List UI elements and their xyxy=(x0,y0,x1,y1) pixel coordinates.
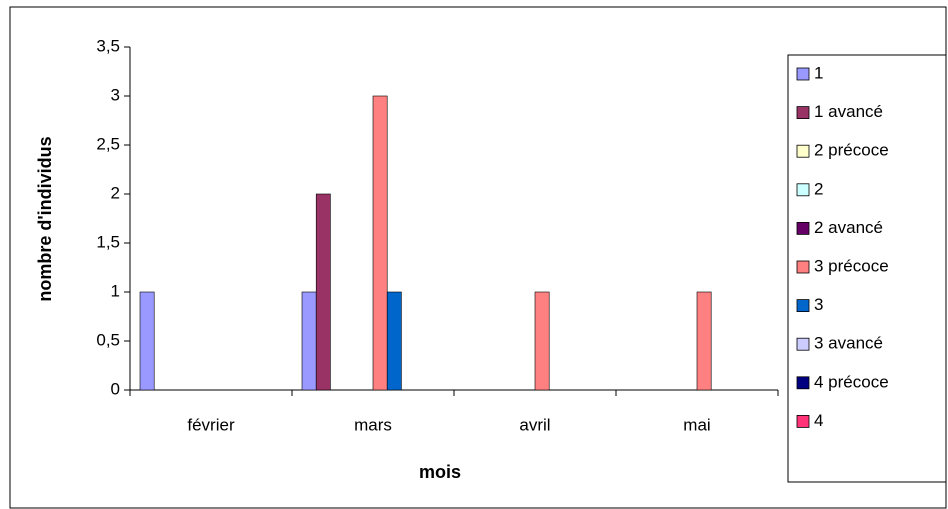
y-tick-label: 2 xyxy=(111,183,120,202)
x-axis-title: mois xyxy=(419,462,461,482)
x-tick-label: mai xyxy=(683,415,710,434)
legend-box xyxy=(787,54,947,483)
y-tick-label: 3 xyxy=(111,85,120,104)
legend-swatch xyxy=(796,260,810,274)
legend-swatch xyxy=(796,221,810,235)
x-tick-label: mars xyxy=(354,415,392,434)
legend-label: 3 xyxy=(814,295,823,314)
legend-label: 2 avancé xyxy=(814,218,883,237)
y-tick-label: 0,5 xyxy=(96,330,120,349)
y-tick-label: 1 xyxy=(111,281,120,300)
legend-swatch xyxy=(796,414,810,428)
legend-swatch xyxy=(796,337,810,351)
legend-swatch xyxy=(796,106,810,119)
legend-label: 3 précoce xyxy=(814,256,889,275)
bar xyxy=(301,291,317,391)
legend-label: 1 xyxy=(814,63,823,82)
y-axis-title: nombre d'individus xyxy=(35,136,55,301)
legend-swatch xyxy=(796,299,810,313)
legend-swatch xyxy=(796,183,810,197)
legend-label: 2 xyxy=(814,179,823,198)
y-tick-label: 2,5 xyxy=(96,134,120,153)
legend-label: 4 précoce xyxy=(814,372,889,391)
legend-swatch xyxy=(796,376,810,390)
bar xyxy=(372,95,388,391)
bar xyxy=(534,291,550,391)
y-tick-label: 1,5 xyxy=(96,232,120,251)
x-tick-label: février xyxy=(187,415,235,434)
bar xyxy=(139,291,155,391)
bar xyxy=(696,291,712,391)
legend-swatch xyxy=(796,144,810,158)
legend-label: 4 xyxy=(814,411,823,430)
y-tick-label: 0 xyxy=(111,379,120,398)
legend-label: 3 avancé xyxy=(814,334,883,353)
bar xyxy=(386,291,402,391)
legend-label: 1 avancé xyxy=(814,102,883,121)
legend-swatch xyxy=(796,67,810,81)
bar xyxy=(315,193,331,391)
x-tick-label: avril xyxy=(519,415,550,434)
y-tick-label: 3,5 xyxy=(96,36,120,55)
legend-label: 2 précoce xyxy=(814,141,889,160)
